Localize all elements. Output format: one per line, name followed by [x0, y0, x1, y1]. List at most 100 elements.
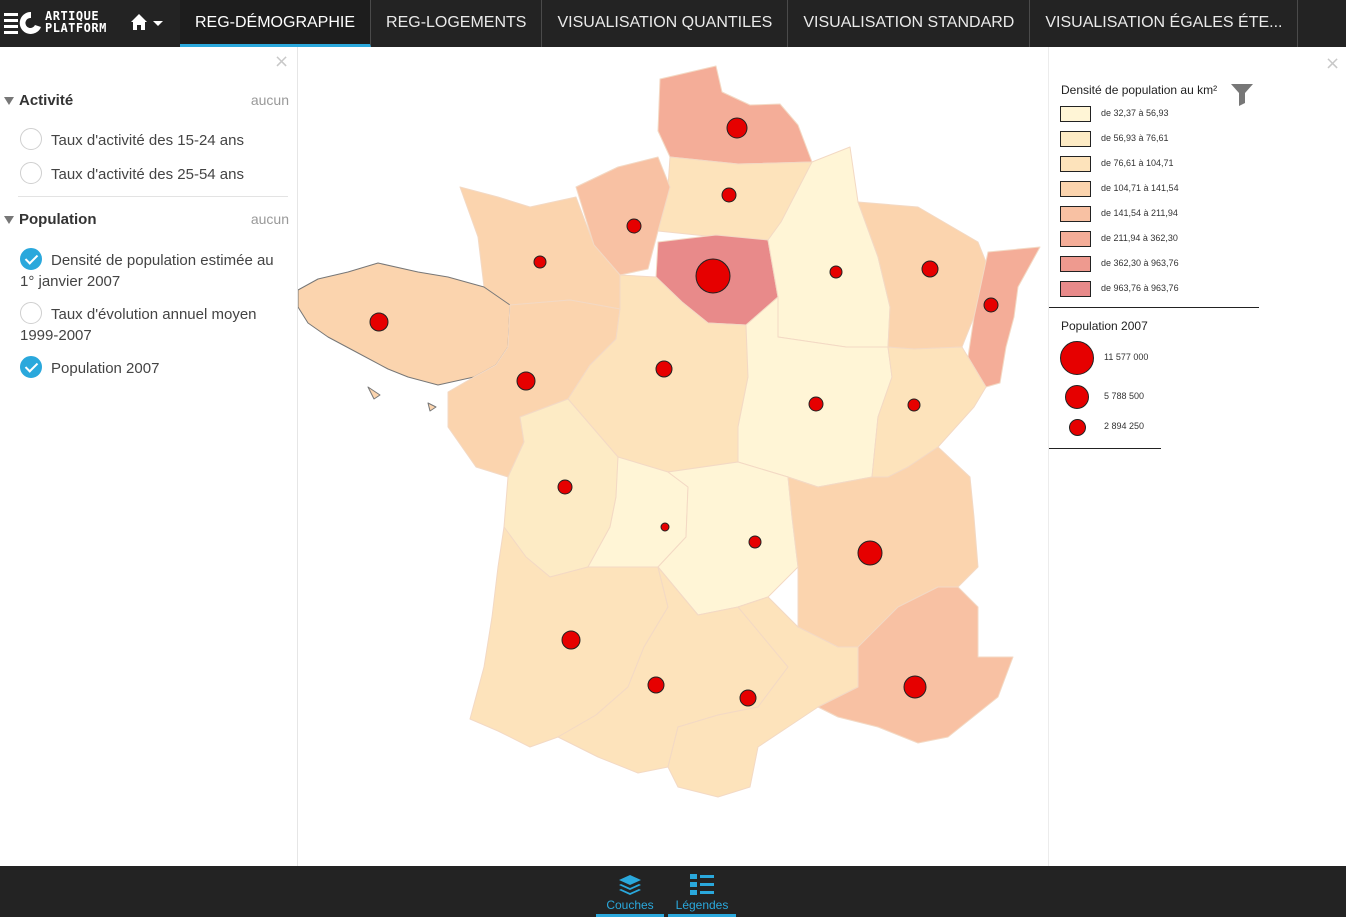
tab-reg-demographie[interactable]: REG-DÉMOGRAPHIE	[180, 0, 372, 47]
legend-divider	[1049, 448, 1161, 449]
tab-bar: REG-DÉMOGRAPHIE REG-LOGEMENTS VISUALISAT…	[180, 0, 1299, 47]
density-swatch	[1060, 131, 1091, 147]
france-regions-map[interactable]	[298, 47, 1048, 866]
density-legend-title: Densité de population au km²	[1061, 83, 1218, 97]
region-nord-pas-de-calais[interactable]	[657, 65, 813, 165]
population-legend-label: 5 788 500	[1104, 391, 1145, 401]
group-activite-header[interactable]: Activité aucun	[4, 92, 289, 114]
density-swatch	[1060, 281, 1091, 297]
collapse-triangle-icon[interactable]	[4, 216, 14, 224]
density-swatch	[1060, 206, 1091, 222]
logo-mark-icon	[4, 11, 41, 34]
collapse-triangle-icon[interactable]	[4, 97, 14, 105]
layer-item-population-2007[interactable]: Population 2007	[20, 356, 282, 380]
population-symbol[interactable]	[533, 255, 547, 269]
population-legend-title: Population 2007	[1061, 319, 1148, 333]
layers-toggle-label: Couches	[606, 898, 654, 912]
tab-visualisation-egales-etendues[interactable]: VISUALISATION ÉGALES ÉTE...	[1030, 0, 1299, 47]
tab-visualisation-standard[interactable]: VISUALISATION STANDARD	[788, 0, 1031, 47]
radio-unchecked-icon[interactable]	[20, 302, 42, 324]
population-legend-circle	[1068, 418, 1086, 436]
filter-icon[interactable]	[1229, 81, 1255, 107]
layer-item-activite-15-24[interactable]: Taux d'activité des 15-24 ans	[20, 128, 282, 152]
population-symbols	[369, 117, 999, 707]
layers-toggle-button[interactable]: Couches	[596, 866, 664, 917]
home-menu-button[interactable]	[128, 12, 168, 34]
brand-line-1: ARTIQUE	[45, 9, 100, 23]
population-symbol[interactable]	[726, 117, 748, 139]
density-class-label: de 141,54 à 211,94	[1101, 208, 1178, 218]
population-symbol[interactable]	[626, 218, 642, 234]
layer-label: Taux d'activité des 15-24 ans	[51, 131, 244, 149]
map-canvas[interactable]	[298, 47, 1048, 866]
population-symbol[interactable]	[983, 297, 999, 313]
density-swatch	[1060, 256, 1091, 272]
layer-item-densite-population[interactable]: Densité de population estimée au 1° janv…	[20, 248, 282, 292]
population-legend-label: 2 894 250	[1104, 421, 1145, 431]
region-bretagne[interactable]	[298, 262, 511, 386]
radio-unchecked-icon[interactable]	[20, 162, 42, 184]
population-symbol[interactable]	[647, 676, 665, 694]
select-none-link[interactable]: aucun	[250, 92, 289, 108]
group-population-header[interactable]: Population aucun	[4, 211, 289, 233]
layers-icon	[619, 875, 641, 895]
population-symbol[interactable]	[829, 265, 843, 279]
population-symbol[interactable]	[748, 535, 762, 549]
legend-panel: × Densité de population au km² de 32,37 …	[1048, 47, 1346, 866]
radio-unchecked-icon[interactable]	[20, 128, 42, 150]
density-swatch	[1060, 231, 1091, 247]
tab-visualisation-quantiles[interactable]: VISUALISATION QUANTILES	[542, 0, 789, 47]
home-icon	[131, 14, 163, 30]
layer-item-activite-25-54[interactable]: Taux d'activité des 25-54 ans	[20, 162, 282, 186]
population-symbol[interactable]	[739, 689, 757, 707]
radio-checked-icon[interactable]	[20, 248, 42, 270]
population-symbol[interactable]	[557, 479, 573, 495]
legends-toggle-button[interactable]: Légendes	[668, 866, 736, 917]
brand-line-2: PLATFORM	[45, 21, 107, 35]
layers-panel-close-button[interactable]: ×	[274, 51, 290, 72]
region-provence-alpes-cote-dazur[interactable]	[817, 586, 1014, 744]
chevron-down-icon	[153, 21, 163, 26]
layer-label: Taux d'activité des 25-54 ans	[51, 165, 244, 183]
population-symbol[interactable]	[561, 630, 581, 650]
population-symbol[interactable]	[695, 258, 731, 294]
density-swatch	[1060, 181, 1091, 197]
population-symbol[interactable]	[808, 396, 824, 412]
tab-reg-logements[interactable]: REG-LOGEMENTS	[371, 0, 543, 47]
region-languedoc-roussillon[interactable]	[667, 596, 859, 798]
top-bar: ARTIQUE PLATFORM REG-DÉMOGRAPHIE REG-LOG…	[0, 0, 1346, 47]
layers-panel: × Activité aucun Taux d'activité des 15-…	[0, 47, 298, 866]
legend-panel-close-button[interactable]: ×	[1325, 53, 1341, 74]
region-rhone-alpes[interactable]	[787, 446, 979, 648]
app-logo[interactable]: ARTIQUE PLATFORM	[4, 7, 114, 39]
density-class-label: de 211,94 à 362,30	[1101, 233, 1178, 243]
population-symbol[interactable]	[655, 360, 673, 378]
group-title: Activité	[19, 92, 74, 109]
density-class-label: de 104,71 à 141,54	[1101, 183, 1179, 193]
density-swatch	[1060, 156, 1091, 172]
population-symbol[interactable]	[369, 312, 389, 332]
population-symbol[interactable]	[903, 675, 927, 699]
population-symbol[interactable]	[721, 187, 737, 203]
layer-label: Densité de population estimée au 1° janv…	[20, 251, 274, 290]
population-symbol[interactable]	[907, 398, 921, 412]
density-class-label: de 362,30 à 963,76	[1101, 258, 1179, 268]
population-symbol[interactable]	[857, 540, 883, 566]
density-class-label: de 32,37 à 56,93	[1101, 108, 1169, 118]
legend-list-icon	[690, 874, 714, 895]
density-class-label: de 76,61 à 104,71	[1101, 158, 1174, 168]
select-none-link[interactable]: aucun	[250, 211, 289, 227]
density-swatch	[1060, 106, 1091, 122]
population-symbol[interactable]	[660, 522, 670, 532]
population-symbol[interactable]	[921, 260, 939, 278]
group-divider	[18, 196, 288, 197]
group-title: Population	[19, 211, 97, 228]
region-alsace[interactable]	[967, 246, 1041, 388]
legend-divider	[1049, 307, 1259, 308]
layer-label: Taux d'évolution annuel moyen 1999-2007	[20, 305, 257, 344]
layer-item-taux-evolution[interactable]: Taux d'évolution annuel moyen 1999-2007	[20, 302, 282, 346]
radio-checked-icon[interactable]	[20, 356, 42, 378]
population-symbol[interactable]	[516, 371, 536, 391]
legends-toggle-label: Légendes	[675, 898, 729, 912]
density-class-label: de 963,76 à 963,76	[1101, 283, 1179, 293]
